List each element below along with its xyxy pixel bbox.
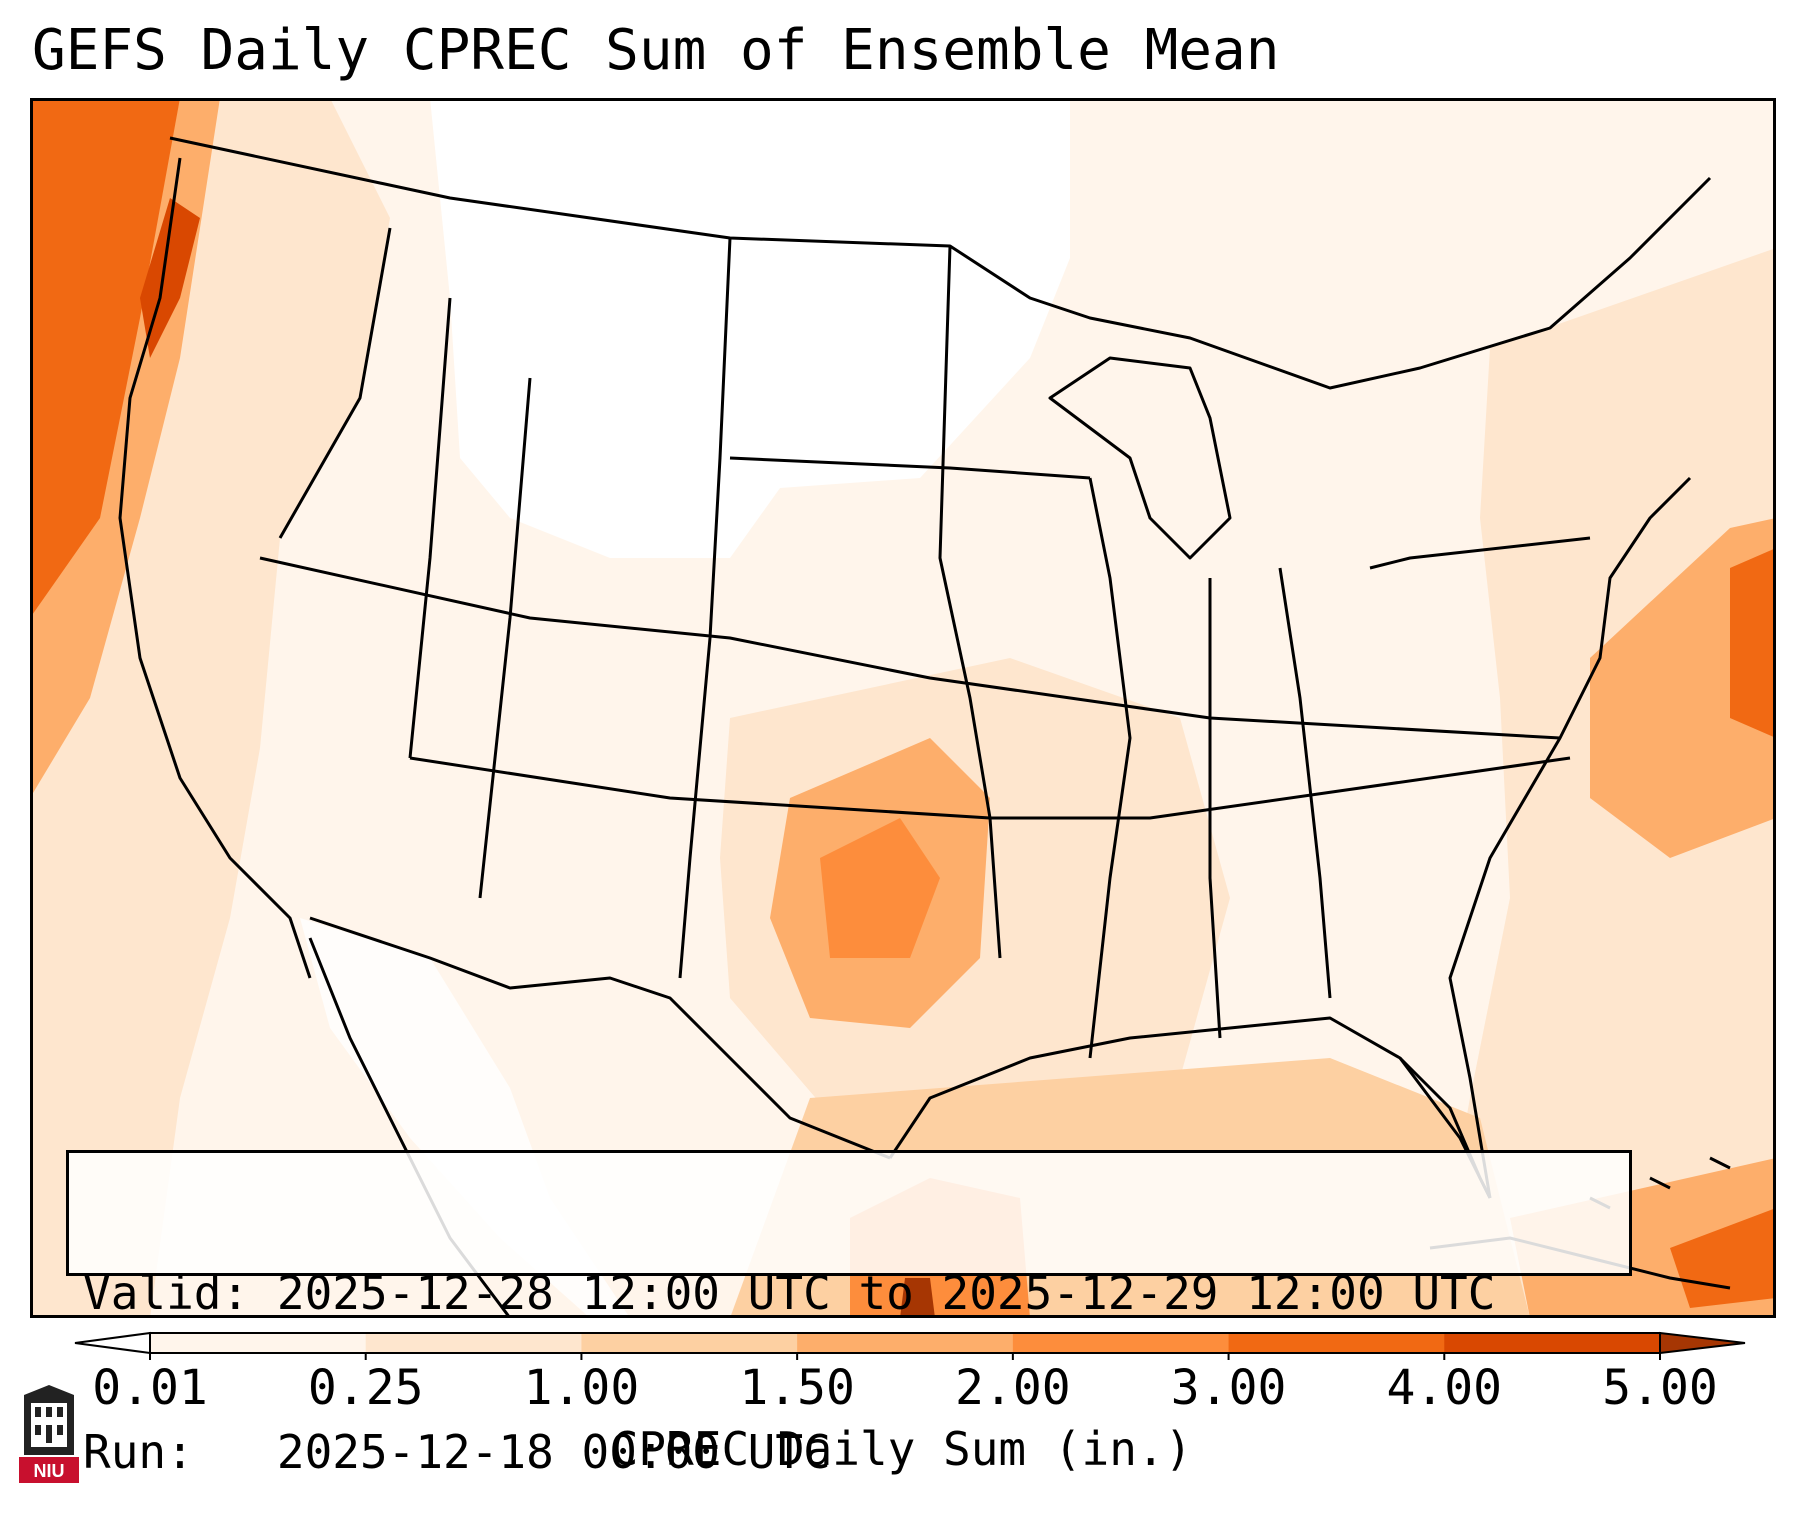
logo-text: NIU [34, 1461, 65, 1481]
colorbar-segment-4 [1012, 1333, 1230, 1353]
state-boundaries [118, 136, 1712, 1318]
map-frame [30, 98, 1776, 1318]
us-canada-border [169, 136, 1712, 390]
colorbar-segment-5 [1228, 1333, 1445, 1353]
valid-label: Valid: [83, 1266, 250, 1320]
tick-label-0: 0.01 [92, 1360, 208, 1416]
tick-label-2: 1.00 [523, 1360, 640, 1416]
niu-logo: NIU [19, 1385, 79, 1483]
colorbar [74, 1331, 1746, 1360]
precip-atlantic-mid [1590, 518, 1776, 858]
colorbar-segment-3 [797, 1333, 1014, 1353]
colorbar-segment-0 [150, 1333, 367, 1353]
tick-label-4: 2.00 [955, 1360, 1071, 1416]
valid-value: 2025-12-28 12:00 UTC to 2025-12-29 12:00… [276, 1266, 1496, 1320]
tick-label-7: 5.00 [1602, 1360, 1718, 1416]
gulf-coast [888, 1016, 1492, 1199]
colorbar-segment-6 [1444, 1333, 1661, 1353]
map-title: GEFS Daily CPREC Sum of Ensemble Mean [32, 18, 1280, 83]
colorbar-segment-1 [365, 1333, 582, 1353]
run-row: Run: 2025-12-18 00:00 UTC [83, 1426, 1629, 1479]
state-line-3 [478, 377, 532, 899]
state-line-10 [1208, 578, 1222, 1039]
great-lakes [1048, 356, 1232, 560]
state-line-4 [678, 237, 732, 979]
precipitation-map [30, 98, 1776, 1318]
dry-area-north [430, 98, 1070, 558]
colorbar-segments [74, 1331, 1746, 1355]
precip-pnw-heavy [30, 98, 180, 618]
state-line-12 [1369, 536, 1591, 570]
precip-atlantic-heavy [1730, 548, 1776, 738]
state-line-9 [1088, 477, 1132, 1059]
precip-gulf-max [900, 1278, 935, 1318]
tick-label-1: 0.25 [307, 1360, 424, 1416]
tick-label-3: 1.50 [739, 1360, 855, 1416]
state-line-7 [409, 756, 1571, 820]
state-line-2 [408, 297, 452, 759]
valid-row: Valid: 2025-12-28 12:00 UTC to 2025-12-2… [83, 1267, 1629, 1320]
colorbar-border [149, 1332, 1661, 1354]
precip-texas-heavy [820, 818, 940, 958]
run-value: 2025-12-18 00:00 UTC [276, 1425, 831, 1479]
colorbar-label: CPREC Daily Sum (in.) [610, 1422, 1193, 1476]
colorbar-segment-2 [581, 1333, 798, 1353]
colorbar-tick-labels: 0.01 0.25 1.00 1.50 2.00 3.00 4.00 5.00 [0, 1360, 1803, 1420]
info-box: Valid: 2025-12-28 12:00 UTC to 2025-12-2… [66, 1150, 1632, 1479]
us-west-coast [118, 157, 312, 979]
state-line-11 [1278, 567, 1332, 999]
state-line-5 [938, 245, 1002, 959]
colorbar-over-arrow [1659, 1331, 1746, 1355]
colorbar-ticks [149, 1353, 1661, 1360]
colorbar-under-arrow [74, 1331, 151, 1355]
state-line-6 [259, 556, 1561, 740]
state-line-1 [278, 227, 392, 539]
run-label: Run: [83, 1425, 250, 1479]
us-mexico-border [309, 916, 891, 1160]
tick-label-6: 4.00 [1386, 1360, 1503, 1416]
state-line-8 [729, 456, 1091, 480]
tick-label-5: 3.00 [1170, 1360, 1287, 1416]
